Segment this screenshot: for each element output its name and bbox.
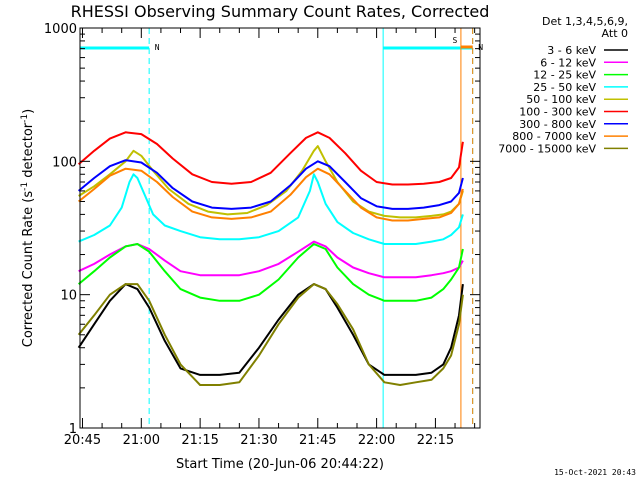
x-tick-label: 20:45 <box>64 433 101 448</box>
legend-label: 100 - 300 keV <box>519 106 596 119</box>
y-tick-label: 10 <box>60 289 77 304</box>
y-axis-label: Corrected Count Rate (s-1 detector-1) <box>20 109 36 347</box>
series-line <box>77 243 464 302</box>
x-tick-label: 22:00 <box>358 433 395 448</box>
flag-label: S <box>453 36 458 45</box>
flag-label: N <box>155 43 160 52</box>
series-line <box>77 283 464 376</box>
series-line <box>78 173 464 245</box>
y-tick-label: 1000 <box>44 22 77 37</box>
legend-label: 50 - 100 keV <box>526 93 596 106</box>
legend-label: 800 - 7000 keV <box>512 130 596 143</box>
legend-label: 25 - 50 keV <box>533 81 596 94</box>
x-axis: 20:45 21:00 21:15 21:30 21:45 22:00 22:15 <box>64 28 476 448</box>
y-tick-label: 100 <box>52 155 77 170</box>
plot-frame <box>79 27 481 429</box>
x-axis-label: Start Time (20-Jun-06 20:44:22) <box>176 457 384 472</box>
timestamp: 15-Oct-2021 20:43 <box>554 468 636 477</box>
legend-header-1: Det 1,3,4,5,6,9, <box>542 15 628 28</box>
series-line <box>77 159 464 210</box>
y-axis: 1 10 100 1000 <box>44 22 480 437</box>
flag-label: N <box>478 43 483 52</box>
chart-title: RHESSI Observing Summary Count Rates, Co… <box>71 2 490 21</box>
series-line <box>77 167 464 222</box>
x-tick-label: 21:00 <box>123 433 160 448</box>
series-line <box>77 283 464 386</box>
legend-label: 300 - 800 keV <box>519 118 596 131</box>
x-tick-label: 21:30 <box>240 433 277 448</box>
legend-label: 7000 - 15000 keV <box>498 142 596 155</box>
series-line <box>77 131 464 186</box>
x-tick-label: 21:15 <box>181 433 218 448</box>
y-tick-label: 1 <box>69 422 77 437</box>
legend-label: 6 - 12 keV <box>540 56 596 69</box>
x-tick-label: 22:15 <box>417 433 454 448</box>
legend-label: 3 - 6 keV <box>547 44 596 57</box>
legend-label: 12 - 25 keV <box>533 69 596 82</box>
x-tick-label: 21:45 <box>299 433 336 448</box>
series-line <box>78 240 464 279</box>
series-line <box>78 145 464 219</box>
legend-header-2: Att 0 <box>602 27 628 40</box>
series-lines <box>77 131 464 386</box>
